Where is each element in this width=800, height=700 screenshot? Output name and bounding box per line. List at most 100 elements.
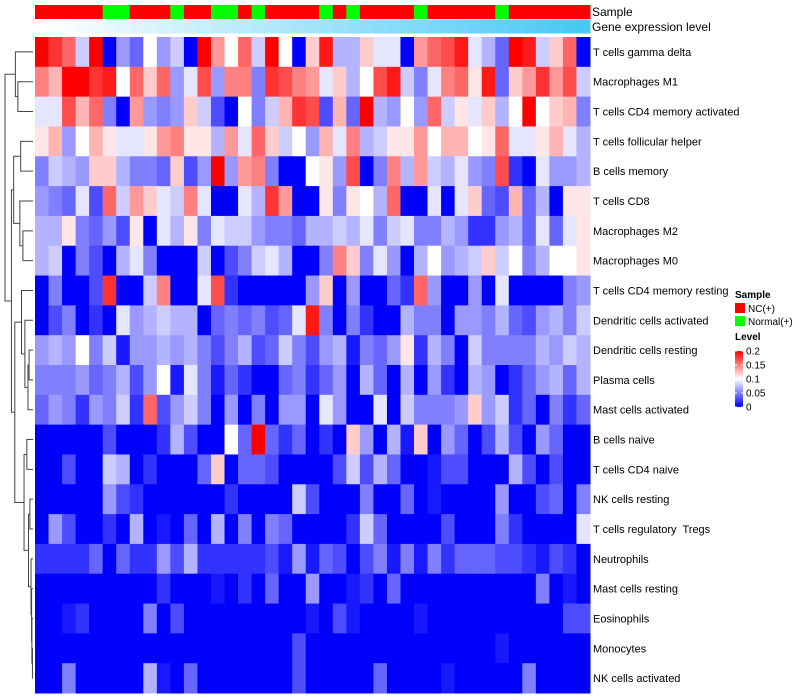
legend-tick-label: 0.2 [746,347,760,358]
heatmap-cell [62,365,77,396]
heatmap-cell [576,543,591,575]
gene-annotation-cell [359,19,374,34]
heatmap-cell [210,365,226,396]
heatmap-cell [576,633,591,664]
heatmap-cell [102,543,117,575]
heatmap-cell [238,335,253,366]
heatmap-cell [75,335,90,366]
heatmap-cell [427,454,442,485]
heatmap-cell [305,543,320,575]
heatmap-cell [156,663,171,694]
heatmap-cell [156,394,171,426]
heatmap-cell [265,275,280,306]
heatmap-cell [251,603,266,634]
heatmap-cell [576,126,591,157]
heatmap-cell [170,66,185,98]
heatmap-cell [535,454,550,485]
row-label: T cells CD4 memory resting [593,285,729,297]
heatmap-cell [441,454,456,485]
heatmap-cell [35,484,50,515]
heatmap-cell [373,156,388,187]
sample-annotation-cell [576,5,591,19]
heatmap-cell [102,335,117,366]
heatmap-cell [75,424,90,455]
heatmap-cell [35,66,50,98]
heatmap-cell [414,37,429,68]
heatmap-cell [89,365,104,396]
heatmap-cell [197,186,212,217]
heatmap-cell [481,96,496,127]
heatmap-cell [170,394,185,426]
heatmap-cell [414,335,429,366]
heatmap-cell [414,365,429,396]
heatmap-cell [265,633,280,664]
heatmap-cell [508,66,523,98]
heatmap-cell [170,514,185,545]
heatmap-cell [562,215,577,247]
sample-annotation-cell [522,5,537,19]
heatmap-cell [129,186,144,217]
legend-tick-label: 0.05 [746,389,766,400]
heatmap-cell [468,514,483,545]
heatmap-cell [116,514,131,545]
heatmap-cell [373,126,388,157]
heatmap-cell [251,335,266,366]
heatmap-cell [576,156,591,187]
heatmap-cell [468,633,483,664]
heatmap-cell [535,603,550,634]
heatmap-cell [373,37,388,68]
sample-annotation-cell [197,5,212,19]
legend-sample-title: Sample [735,290,771,301]
heatmap-cell [89,215,104,247]
heatmap-cell [48,66,63,98]
heatmap-cell [116,96,131,127]
heatmap-cell [495,365,510,396]
heatmap-cell [62,66,77,98]
heatmap-cell [238,37,253,68]
heatmap-cell [562,245,577,277]
heatmap-cell [319,275,334,306]
heatmap-cell [319,96,334,127]
heatmap-cell [549,126,564,157]
heatmap-cell [427,156,442,187]
heatmap-cell [332,484,347,515]
heatmap-cell [143,514,158,545]
heatmap-cell [251,126,266,157]
sample-annotation-cell [62,5,77,19]
heatmap-cell [75,603,90,634]
heatmap-cell [468,215,483,247]
heatmap-cell [265,126,280,157]
heatmap-cell [562,633,577,664]
heatmap-cell [549,96,564,127]
heatmap-cell [576,335,591,366]
heatmap-cell [373,484,388,515]
heatmap-cell [481,573,496,605]
heatmap-cell [197,37,212,68]
heatmap-cell [535,275,550,306]
gene-annotation-cell [251,19,266,34]
heatmap-cell [508,335,523,366]
heatmap-cell [400,186,415,217]
heatmap-cell [576,215,591,247]
heatmap-cell [562,543,577,575]
heatmap-cell [495,37,510,68]
row-label: Eosinophils [593,613,650,625]
gene-annotation-cell [535,19,550,34]
heatmap-cell [102,573,117,605]
heatmap-cell [481,633,496,664]
heatmap-cell [116,484,131,515]
heatmap-cell [454,603,469,634]
heatmap-cell [549,543,564,575]
heatmap-cell [305,215,320,247]
heatmap-cell [35,215,50,247]
heatmap-cell [265,454,280,485]
heatmap-cell [89,186,104,217]
heatmap-cell [292,305,307,336]
sample-annotation-cell [102,5,117,19]
heatmap-cell [576,454,591,485]
heatmap-cell [62,305,77,336]
sample-annotation-cell [495,5,510,19]
heatmap-cell [454,96,469,127]
heatmap-cell [102,365,117,396]
heatmap-cell [319,394,334,426]
